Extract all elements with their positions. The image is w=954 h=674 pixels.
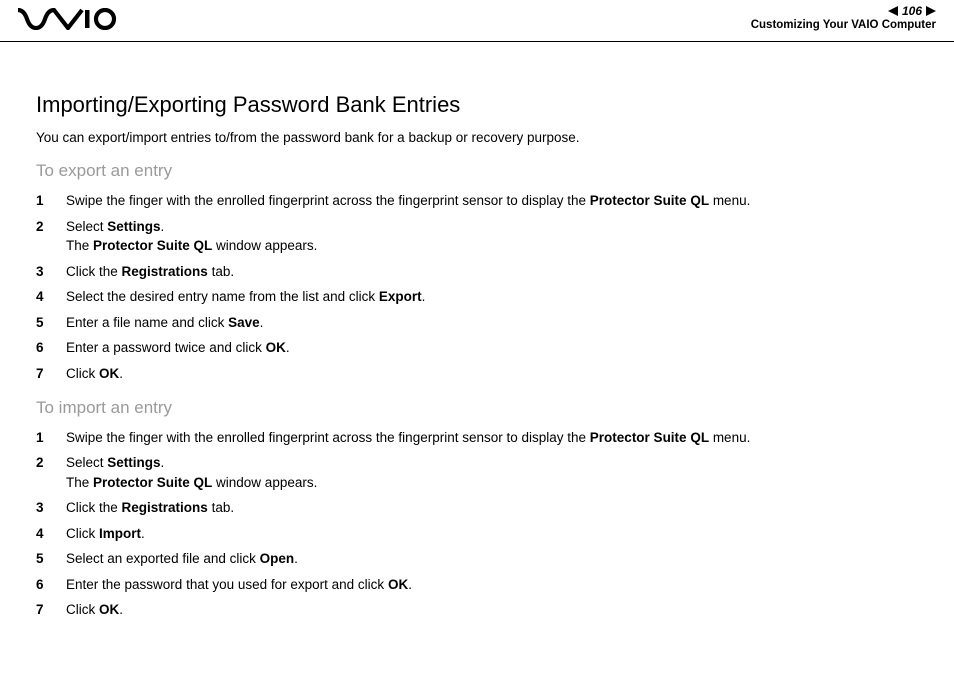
step-number: 1 bbox=[36, 191, 66, 211]
step-item: 5Select an exported file and click Open. bbox=[36, 549, 918, 569]
step-text: Select the desired entry name from the l… bbox=[66, 287, 425, 307]
step-item: 6Enter the password that you used for ex… bbox=[36, 575, 918, 595]
step-item: 1Swipe the finger with the enrolled fing… bbox=[36, 191, 918, 211]
step-text: Click Import. bbox=[66, 524, 145, 544]
page-navigation: 106 bbox=[751, 4, 936, 18]
step-text: Click OK. bbox=[66, 364, 123, 384]
step-number: 6 bbox=[36, 575, 66, 595]
step-item: 7Click OK. bbox=[36, 364, 918, 384]
step-item: 6Enter a password twice and click OK. bbox=[36, 338, 918, 358]
step-item: 5Enter a file name and click Save. bbox=[36, 313, 918, 333]
vaio-logo bbox=[18, 8, 118, 35]
step-text: Click the Registrations tab. bbox=[66, 498, 234, 518]
section-heading: To import an entry bbox=[36, 398, 918, 418]
step-text: Select Settings.The Protector Suite QL w… bbox=[66, 453, 317, 492]
step-list: 1Swipe the finger with the enrolled fing… bbox=[36, 428, 918, 621]
step-number: 3 bbox=[36, 498, 66, 518]
step-number: 7 bbox=[36, 364, 66, 384]
step-number: 5 bbox=[36, 313, 66, 333]
step-number: 6 bbox=[36, 338, 66, 358]
prev-page-arrow-icon[interactable] bbox=[888, 6, 898, 16]
step-item: 3Click the Registrations tab. bbox=[36, 262, 918, 282]
step-number: 2 bbox=[36, 217, 66, 237]
header-right: 106 Customizing Your VAIO Computer bbox=[751, 4, 936, 31]
step-item: 7Click OK. bbox=[36, 600, 918, 620]
step-number: 3 bbox=[36, 262, 66, 282]
step-number: 2 bbox=[36, 453, 66, 473]
step-text: Click the Registrations tab. bbox=[66, 262, 234, 282]
step-number: 5 bbox=[36, 549, 66, 569]
step-number: 1 bbox=[36, 428, 66, 448]
page-title: Importing/Exporting Password Bank Entrie… bbox=[36, 92, 918, 118]
step-text: Click OK. bbox=[66, 600, 123, 620]
step-text: Swipe the finger with the enrolled finge… bbox=[66, 428, 750, 448]
intro-text: You can export/import entries to/from th… bbox=[36, 130, 918, 145]
section-heading: To export an entry bbox=[36, 161, 918, 181]
header-subtitle: Customizing Your VAIO Computer bbox=[751, 19, 936, 31]
step-number: 4 bbox=[36, 287, 66, 307]
page-number: 106 bbox=[902, 4, 922, 18]
step-text: Select an exported file and click Open. bbox=[66, 549, 298, 569]
step-text: Swipe the finger with the enrolled finge… bbox=[66, 191, 750, 211]
next-page-arrow-icon[interactable] bbox=[926, 6, 936, 16]
step-text: Enter a password twice and click OK. bbox=[66, 338, 290, 358]
step-text: Enter a file name and click Save. bbox=[66, 313, 263, 333]
step-item: 4Select the desired entry name from the … bbox=[36, 287, 918, 307]
step-text: Select Settings.The Protector Suite QL w… bbox=[66, 217, 317, 256]
step-item: 2Select Settings.The Protector Suite QL … bbox=[36, 453, 918, 492]
page-header: 106 Customizing Your VAIO Computer bbox=[0, 0, 954, 42]
step-item: 2Select Settings.The Protector Suite QL … bbox=[36, 217, 918, 256]
step-list: 1Swipe the finger with the enrolled fing… bbox=[36, 191, 918, 384]
step-number: 4 bbox=[36, 524, 66, 544]
step-item: 3Click the Registrations tab. bbox=[36, 498, 918, 518]
step-item: 4Click Import. bbox=[36, 524, 918, 544]
step-item: 1Swipe the finger with the enrolled fing… bbox=[36, 428, 918, 448]
page-content: Importing/Exporting Password Bank Entrie… bbox=[0, 42, 954, 620]
step-text: Enter the password that you used for exp… bbox=[66, 575, 412, 595]
step-number: 7 bbox=[36, 600, 66, 620]
